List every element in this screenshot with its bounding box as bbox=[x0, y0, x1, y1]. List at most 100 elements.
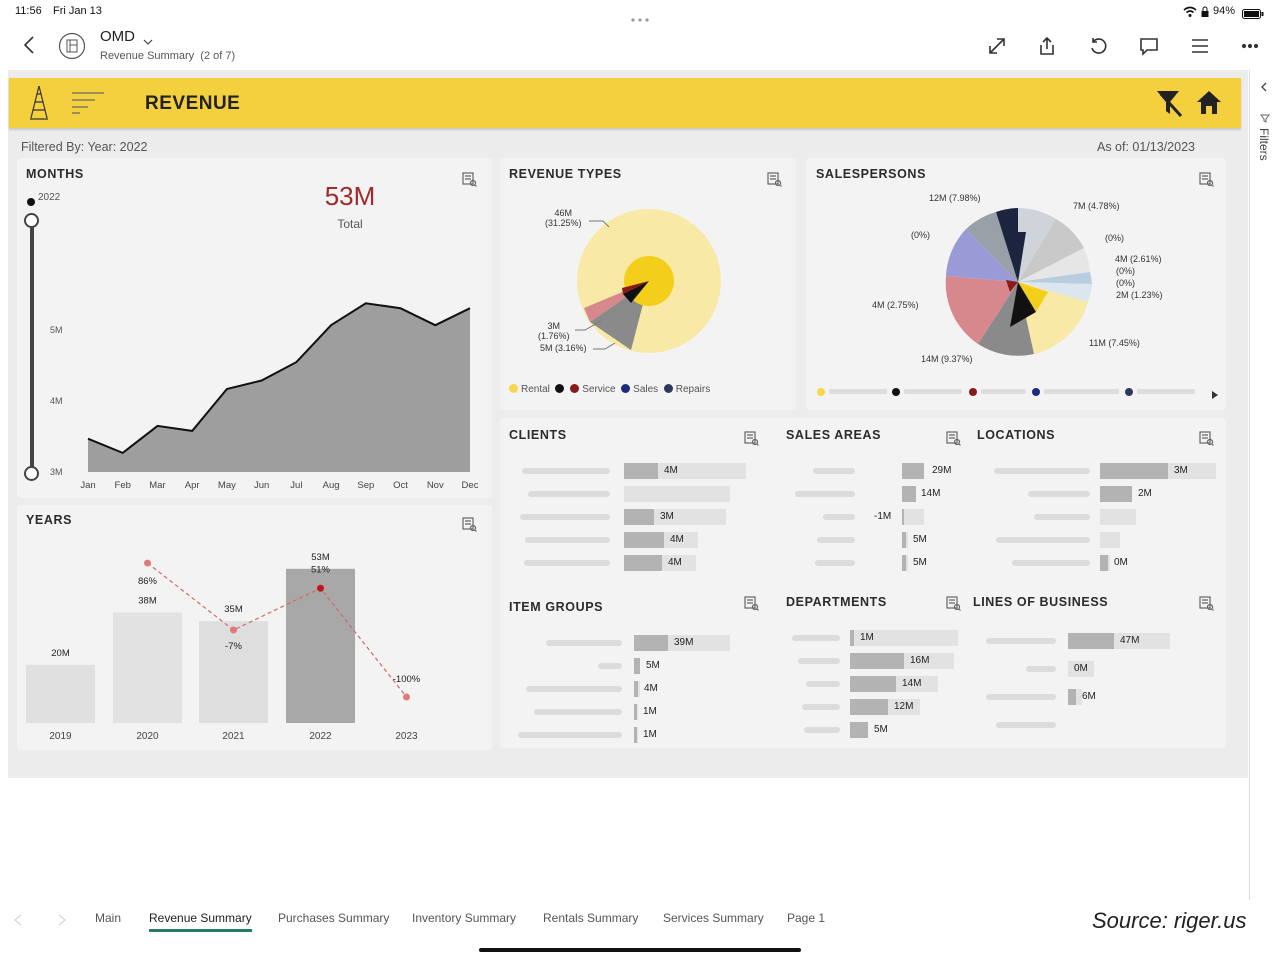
bar-track[interactable] bbox=[850, 630, 958, 646]
growth-label: 86% bbox=[138, 576, 158, 587]
bar[interactable] bbox=[1068, 689, 1076, 705]
bar[interactable] bbox=[902, 509, 904, 525]
category-label-redacted bbox=[528, 491, 610, 497]
bar-value-label: 14M bbox=[921, 488, 941, 499]
x-tick-label: Jun bbox=[254, 480, 269, 491]
more-icon[interactable] bbox=[1236, 32, 1264, 60]
focus-mode-icon[interactable] bbox=[945, 430, 961, 446]
bar[interactable] bbox=[634, 635, 668, 651]
focus-mode-icon[interactable] bbox=[1198, 595, 1214, 611]
legend-next-icon[interactable] bbox=[1211, 387, 1219, 399]
tab-rentals-summary[interactable]: Rentals Summary bbox=[543, 911, 639, 925]
focus-mode-icon[interactable] bbox=[461, 516, 477, 532]
chevron-down-icon[interactable] bbox=[143, 33, 153, 45]
expand-icon[interactable] bbox=[983, 32, 1011, 60]
bar[interactable] bbox=[634, 727, 637, 743]
home-indicator[interactable] bbox=[479, 948, 801, 952]
revenue-types-pie bbox=[577, 209, 721, 353]
comment-icon[interactable] bbox=[1135, 32, 1163, 60]
bar[interactable] bbox=[850, 722, 868, 738]
bar-track[interactable] bbox=[1100, 532, 1120, 548]
bar[interactable] bbox=[902, 532, 906, 548]
collapse-filters-icon[interactable] bbox=[1258, 80, 1270, 92]
bar[interactable] bbox=[902, 555, 906, 571]
bar[interactable] bbox=[624, 509, 654, 525]
tab-next-icon[interactable] bbox=[58, 913, 66, 926]
bar-value-label: 29M bbox=[932, 465, 952, 476]
filter-pane-icon[interactable] bbox=[1260, 110, 1270, 123]
workspace-title[interactable]: OMD bbox=[100, 28, 135, 45]
bar[interactable] bbox=[634, 681, 638, 697]
bar[interactable] bbox=[850, 699, 888, 715]
year-slider-track[interactable] bbox=[30, 216, 34, 476]
sp-label-10: 11M (7.45%) bbox=[1089, 338, 1140, 348]
bar[interactable] bbox=[624, 555, 662, 571]
bar[interactable] bbox=[850, 676, 896, 692]
focus-mode-icon[interactable] bbox=[743, 595, 759, 611]
salespersons-legend bbox=[816, 385, 1206, 397]
bar[interactable] bbox=[624, 463, 658, 479]
year-slider-handle-bottom[interactable] bbox=[24, 466, 39, 481]
tab-services-summary[interactable]: Services Summary bbox=[663, 911, 764, 925]
tab-main[interactable]: Main bbox=[95, 911, 122, 925]
bar-track[interactable] bbox=[1068, 661, 1094, 677]
category-label-redacted bbox=[522, 468, 610, 474]
pie-label-service: 3M (1.76%) bbox=[538, 321, 570, 341]
bar-track[interactable] bbox=[1100, 509, 1136, 525]
growth-label: -7% bbox=[225, 641, 242, 652]
tab-prev-icon[interactable] bbox=[14, 913, 22, 926]
category-label-redacted bbox=[1034, 514, 1090, 520]
lock-icon bbox=[1201, 5, 1209, 17]
list-icon[interactable] bbox=[1186, 32, 1214, 60]
y-tick-label: 4M bbox=[50, 396, 63, 406]
bar[interactable] bbox=[1100, 463, 1168, 479]
bar[interactable] bbox=[1100, 486, 1132, 502]
menu-icon[interactable] bbox=[71, 90, 105, 114]
filters-pane-label[interactable]: Filters bbox=[1257, 128, 1271, 161]
focus-mode-icon[interactable] bbox=[461, 171, 477, 187]
sp-label-11: 14M (9.37%) bbox=[921, 354, 973, 364]
bar-value-label: 0M bbox=[1074, 663, 1088, 674]
bar[interactable] bbox=[850, 653, 904, 669]
clear-filter-icon[interactable] bbox=[1155, 88, 1183, 118]
bar-value-label: 5M bbox=[646, 660, 660, 671]
salespersons-title: SALESPERSONS bbox=[816, 167, 927, 181]
bar[interactable] bbox=[634, 704, 637, 720]
multitask-dots-icon[interactable] bbox=[630, 9, 652, 22]
category-label-redacted bbox=[792, 635, 840, 641]
category-label-redacted bbox=[804, 727, 840, 733]
bar[interactable] bbox=[634, 658, 640, 674]
reset-icon[interactable] bbox=[1084, 32, 1112, 60]
focus-mode-icon[interactable] bbox=[1198, 430, 1214, 446]
sp-label-7: (0%) bbox=[1116, 278, 1136, 288]
focus-mode-icon[interactable] bbox=[945, 595, 961, 611]
year-bar bbox=[199, 621, 268, 723]
tab-page-1[interactable]: Page 1 bbox=[787, 911, 826, 925]
months-area bbox=[88, 303, 470, 472]
bar-value-label: 2M bbox=[1138, 488, 1152, 499]
tab-inventory-summary[interactable]: Inventory Summary bbox=[412, 911, 517, 925]
bar[interactable] bbox=[1068, 633, 1114, 649]
focus-mode-icon[interactable] bbox=[766, 171, 782, 187]
year-slider-handle-top[interactable] bbox=[24, 213, 39, 228]
tab-revenue-summary[interactable]: Revenue Summary bbox=[149, 911, 252, 925]
bar-track[interactable] bbox=[624, 486, 730, 502]
focus-mode-icon[interactable] bbox=[1198, 171, 1214, 187]
bar[interactable] bbox=[624, 532, 664, 548]
home-icon[interactable] bbox=[1195, 88, 1223, 116]
share-icon[interactable] bbox=[1033, 32, 1061, 60]
total-label: Total bbox=[337, 217, 363, 231]
bar[interactable] bbox=[1100, 555, 1108, 571]
bar[interactable] bbox=[902, 463, 924, 479]
back-icon[interactable] bbox=[16, 31, 44, 59]
category-label-redacted bbox=[525, 537, 610, 543]
tab-purchases-summary[interactable]: Purchases Summary bbox=[278, 911, 390, 925]
focus-mode-icon[interactable] bbox=[743, 430, 759, 446]
bar-value-label: 3M bbox=[1174, 465, 1188, 476]
bar-value-label: 6M bbox=[1082, 691, 1096, 702]
filter-summary: Filtered By: Year: 2022 bbox=[21, 140, 148, 154]
app-logo-icon bbox=[58, 32, 86, 60]
bar[interactable] bbox=[850, 630, 854, 646]
bar-track[interactable] bbox=[902, 509, 924, 525]
bar[interactable] bbox=[902, 486, 916, 502]
